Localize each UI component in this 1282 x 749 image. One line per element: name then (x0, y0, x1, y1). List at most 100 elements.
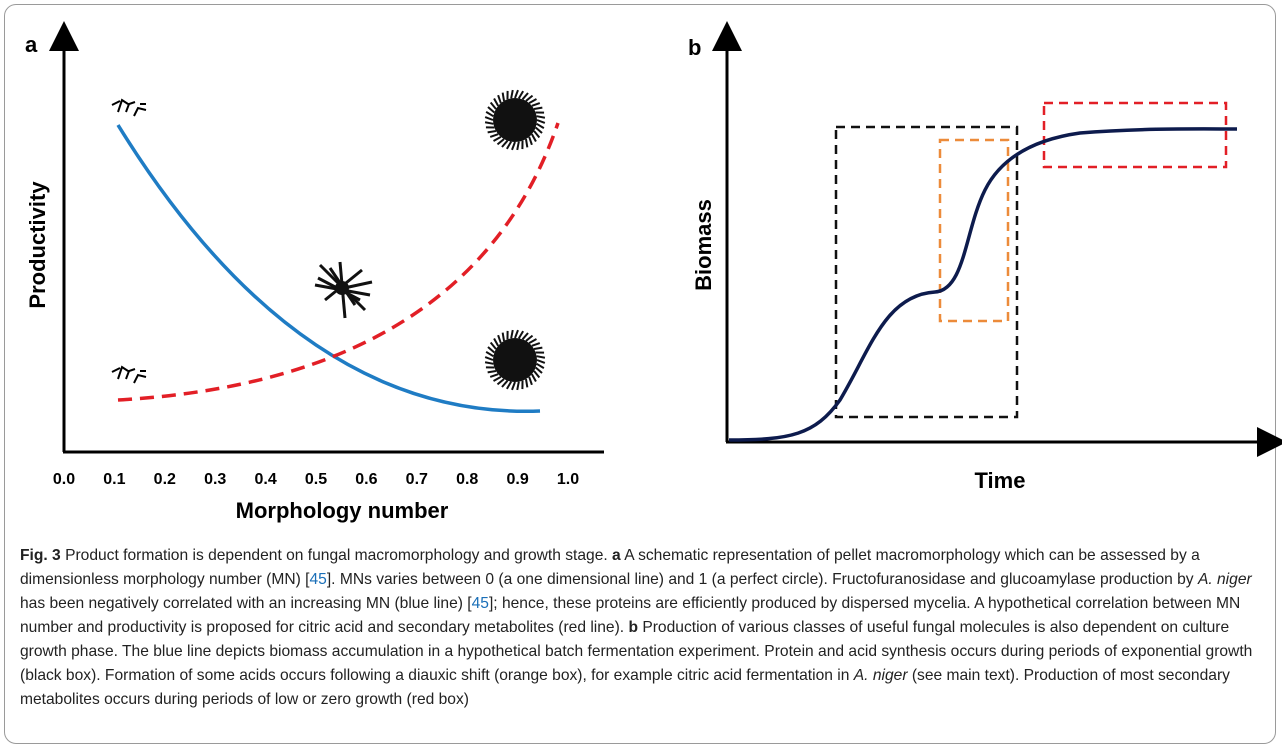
pellet-hypha (536, 359, 546, 364)
pellet-hypha (536, 115, 546, 119)
pellet-hypha (501, 380, 509, 388)
pellet-hypha (531, 102, 541, 107)
x-axis-label: Morphology number (236, 498, 449, 523)
pellet-hypha (489, 373, 499, 378)
red-curve (117, 122, 560, 402)
pellet-hypha (533, 130, 541, 139)
caption-text: A schematic representation of pellet mac… (20, 547, 1200, 588)
pellet-hypha (530, 133, 537, 142)
pellet-hypha (506, 381, 513, 390)
x-tick-label: 0.7 (406, 471, 428, 488)
x-tick-label: 1.0 (557, 471, 579, 488)
pellet-hypha (536, 119, 546, 124)
pellet-hypha (535, 126, 543, 134)
pellet-hypha (487, 346, 495, 354)
pellet-hypha (487, 106, 495, 114)
x-tick-label: 0.8 (456, 471, 478, 488)
hyphae-icon (111, 365, 147, 384)
pellet-hypha (528, 136, 533, 146)
pellet-hypha (489, 101, 497, 110)
caption-panel-label: b (628, 619, 638, 636)
figure: a Productivity Morphology number 0.0 0.1 0… (25, 21, 1282, 523)
pellet-hypha (528, 98, 537, 105)
pellet-hypha (536, 355, 546, 359)
pellet-hypha (501, 332, 505, 342)
reference-link[interactable]: 45 (471, 595, 489, 612)
pellet-icon (493, 98, 537, 142)
pellet-hypha (525, 378, 529, 388)
panel-label: b (688, 35, 701, 60)
caption-text: ]. MNs varies between 0 (a one dimension… (326, 571, 1198, 588)
pellet-hypha (530, 373, 537, 382)
pellet-hypha (536, 122, 545, 129)
x-tick-label: 0.2 (154, 471, 176, 488)
pellet-hypha (487, 370, 497, 374)
pellet-hypha (516, 381, 520, 391)
pellet-hypha (484, 116, 494, 121)
pellet-hypha (525, 138, 529, 148)
pellet-hypha (497, 334, 502, 344)
pellet-hypha (484, 356, 494, 361)
pellet-hypha (516, 141, 520, 151)
figure-frame (4, 4, 1276, 744)
caption-panel-label: a (612, 547, 621, 564)
pellet-hypha (496, 378, 505, 386)
x-tick-label: 0.6 (355, 471, 377, 488)
pellet-hypha (533, 346, 543, 350)
pellet-hypha (514, 329, 519, 339)
pellet-hypha (533, 106, 543, 110)
pellet-hypha (536, 362, 545, 369)
orange-box (938, 138, 1010, 323)
pellet-hypha (484, 121, 494, 125)
pellet-hypha (506, 141, 513, 150)
pellet-hypha (489, 341, 497, 350)
pellet-hypha (493, 98, 500, 107)
mycelium-core (335, 281, 349, 295)
pellet-hypha (517, 330, 524, 339)
caption-fig-label: Fig. 3 (20, 547, 61, 564)
pellet-hypha (521, 92, 529, 100)
pellet-hypha (525, 334, 534, 342)
pellet-hypha (484, 361, 494, 365)
pellet-hypha (535, 366, 543, 374)
pellet-hypha (496, 138, 505, 146)
caption-text: ]; hence, these proteins are efficiently… (20, 595, 1241, 636)
caption-text: Production of various classes of useful … (20, 619, 1253, 684)
pellet-hypha (528, 338, 537, 345)
pellet-hypha (493, 135, 502, 142)
black-box (834, 125, 1019, 419)
x-tick-label: 0.9 (506, 471, 528, 488)
pellet-hypha (533, 370, 541, 379)
caption-text: has been negatively correlated with an i… (20, 595, 472, 612)
pellet-hypha (528, 376, 533, 386)
caption-text: (see main text). Production of most seco… (20, 667, 1230, 708)
pellet-hypha (501, 140, 509, 148)
pellet-hypha (510, 329, 514, 339)
pellet-hypha (514, 89, 519, 99)
pellet-hypha (485, 351, 494, 358)
x-tick-label: 0.0 (53, 471, 75, 488)
pellet-hypha (525, 94, 534, 102)
caption-text: Product formation is dependent on fungal… (60, 547, 613, 564)
hyphae-icon (111, 98, 147, 117)
pellet-icon (493, 338, 537, 382)
red-box (1042, 101, 1228, 169)
pellet-hypha (487, 130, 497, 134)
pellet-hypha (497, 94, 502, 104)
y-axis-label: Productivity (25, 181, 50, 309)
pellet-hypha (511, 381, 516, 391)
pellet-hypha (510, 89, 514, 99)
reference-link[interactable]: 45 (309, 571, 327, 588)
panel-label: a (25, 32, 38, 57)
pellet-hypha (485, 111, 494, 118)
x-tick-label: 0.3 (204, 471, 226, 488)
caption: Fig. 3 Product formation is dependent on… (20, 544, 1265, 712)
pellet-hypha (531, 342, 541, 347)
x-tick-label: 0.1 (103, 471, 125, 488)
y-axis-label: Biomass (691, 199, 716, 291)
caption-species: A. niger (1197, 571, 1252, 588)
pellet-hypha (511, 141, 516, 151)
pellet-hypha (493, 338, 500, 347)
blue-curve (116, 124, 541, 413)
